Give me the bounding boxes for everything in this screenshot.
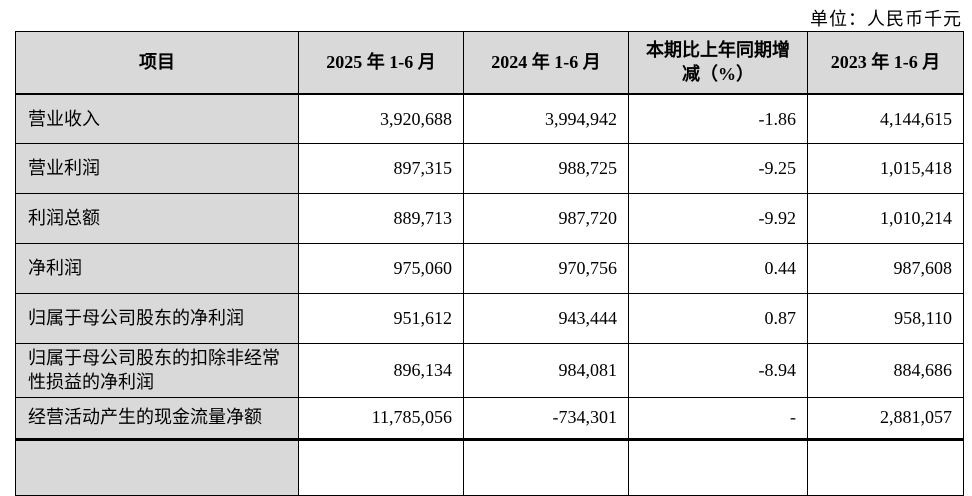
table-row-net-profit-parent: 归属于母公司股东的净利润 951,612 943,444 0.87 958,11… [15,293,964,344]
value-cell-2024: 3,994,942 [463,93,629,144]
value-cell [463,438,629,496]
value-cell-change: -9.92 [628,193,808,244]
value-cell-2023: 958,110 [807,293,964,344]
value-cell-2025: 975,060 [298,243,464,294]
table-row-revenue: 营业收入 3,920,688 3,994,942 -1.86 4,144,615 [15,93,964,144]
header-cell-change: 本期比上年同期增减（%） [628,31,808,95]
value-cell-2025: 951,612 [298,293,464,344]
item-cell: 利润总额 [15,193,299,244]
value-cell-change: 0.87 [628,293,808,344]
value-cell-2024: 987,720 [463,193,629,244]
value-cell-2025: 11,785,056 [298,396,464,441]
value-cell-2025: 896,134 [298,343,464,398]
value-cell-2023: 1,015,418 [807,143,964,194]
value-cell [628,438,808,496]
header-cell-2023: 2023 年 1-6 月 [807,31,964,95]
item-cell: 营业利润 [15,143,299,194]
value-cell-2024: 943,444 [463,293,629,344]
value-cell-2023: 884,686 [807,343,964,398]
value-cell-change: 0.44 [628,243,808,294]
table-row-operating-cash-flow: 经营活动产生的现金流量净额 11,785,056 -734,301 - 2,88… [15,396,964,441]
value-cell-2024: 970,756 [463,243,629,294]
partial-row [15,438,964,496]
value-cell [807,438,964,496]
item-cell [15,438,299,496]
value-cell-2025: 3,920,688 [298,93,464,144]
value-cell-change: -1.86 [628,93,808,144]
table-row-operating-profit: 营业利润 897,315 988,725 -9.25 1,015,418 [15,143,964,194]
item-cell: 经营活动产生的现金流量净额 [15,396,299,441]
value-cell-2025: 889,713 [298,193,464,244]
header-row: 项目 2025 年 1-6 月 2024 年 1-6 月 本期比上年同期增减（%… [15,31,964,95]
value-cell-2025: 897,315 [298,143,464,194]
item-cell: 归属于母公司股东的扣除非经常性损益的净利润 [15,343,299,398]
value-cell-2024: -734,301 [463,396,629,441]
value-cell-2023: 2,881,057 [807,396,964,441]
value-cell-2024: 984,081 [463,343,629,398]
header-cell-2025: 2025 年 1-6 月 [298,31,464,95]
value-cell-change: -9.25 [628,143,808,194]
value-cell-change: -8.94 [628,343,808,398]
value-cell-2023: 1,010,214 [807,193,964,244]
header-cell-2024: 2024 年 1-6 月 [463,31,629,95]
financial-summary-table: 项目 2025 年 1-6 月 2024 年 1-6 月 本期比上年同期增减（%… [15,31,964,496]
table-row-net-profit-deducted: 归属于母公司股东的扣除非经常性损益的净利润 896,134 984,081 -8… [15,343,964,398]
item-cell: 营业收入 [15,93,299,144]
value-cell-change: - [628,396,808,441]
value-cell-2023: 987,608 [807,243,964,294]
table-row-net-profit: 净利润 975,060 970,756 0.44 987,608 [15,243,964,294]
header-cell-item: 项目 [15,31,299,95]
value-cell [298,438,464,496]
unit-label: 单位：人民币千元 [810,9,962,29]
value-cell-2024: 988,725 [463,143,629,194]
value-cell-2023: 4,144,615 [807,93,964,144]
item-cell: 归属于母公司股东的净利润 [15,293,299,344]
table-row-total-profit: 利润总额 889,713 987,720 -9.92 1,010,214 [15,193,964,244]
item-cell: 净利润 [15,243,299,294]
